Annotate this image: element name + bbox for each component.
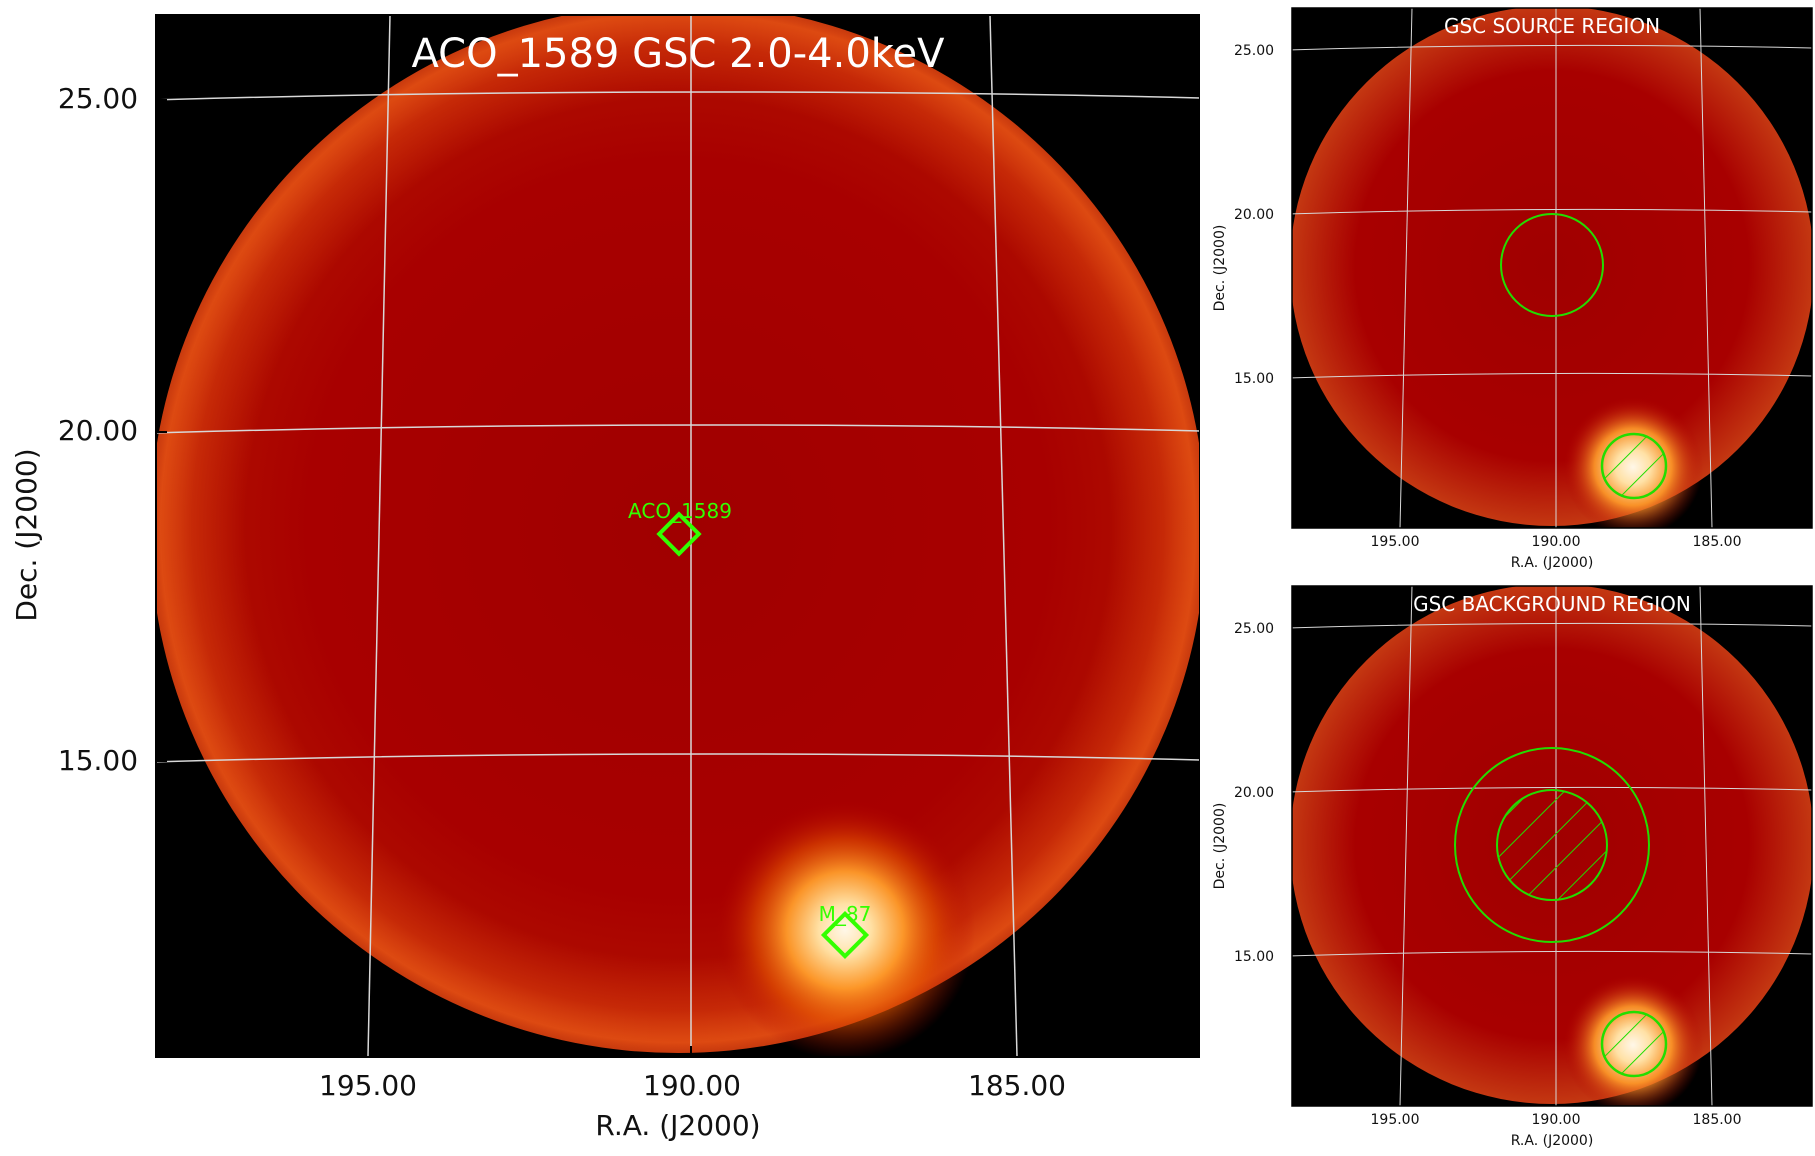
source-dec-gridline-25 [1292,44,1812,51]
background-ra-tick-195: 195.00 [1371,1112,1420,1128]
source-dec-gridline-15 [1292,372,1812,379]
main-dec-gridline-15 [156,753,1200,763]
source-extraction-region [1500,213,1604,317]
aco-1589-marker [656,511,702,557]
main-dec-gridline-20 [156,424,1200,434]
main-dec-gridline-25 [156,91,1200,101]
source-dec-tick-20: 20.00 [1234,207,1274,223]
background-dec-gridline-15 [1292,950,1812,957]
main-title: ACO_1589 GSC 2.0-4.0keV [412,31,946,77]
main-disk-limb [156,15,1200,1053]
source-ra-gridline-195 [1399,8,1413,528]
source-dec-gridline-20 [1292,208,1812,215]
main-sky-panel: ACO_1589 M_87 ACO_1589 GSC 2.0-4.0keV 25… [10,14,1201,1142]
source-ra-gridline-185 [1699,8,1713,528]
main-ra-tick-190: 190.00 [643,1069,741,1102]
main-tick-marks [156,99,999,1057]
source-x-axis-label: R.A. (J2000) [1511,555,1594,571]
background-ra-gridline-185 [1699,586,1713,1106]
source-excluded-m87-region [1600,432,1668,500]
background-dec-gridline-25 [1292,622,1812,629]
main-dec-tick-15: 15.00 [58,744,138,777]
background-panel-title: GSC BACKGROUND REGION [1413,592,1691,616]
main-sky-svg: ACO_1589 M_87 ACO_1589 GSC 2.0-4.0keV 25… [10,14,1201,1142]
source-y-axis-label: Dec. (J2000) [1212,225,1228,312]
background-dec-tick-25: 25.00 [1234,621,1274,637]
source-detector-disk [1292,8,1812,526]
background-dec-tick-15: 15.00 [1234,949,1274,965]
background-region-panel: GSC BACKGROUND REGION 25.00 20.00 15.00 … [1200,578,1815,1156]
source-axes-frame [1291,7,1813,529]
background-ra-gridline-195 [1399,586,1413,1106]
aco-1589-label: ACO_1589 [628,499,732,523]
source-ra-tick-185: 185.00 [1693,534,1742,550]
background-ra-tick-185: 185.00 [1693,1112,1742,1128]
background-annulus-outer [1454,747,1650,943]
m87-label: M_87 [819,902,872,926]
source-dec-tick-15: 15.00 [1234,371,1274,387]
m87-marker [820,910,870,960]
background-dec-tick-20: 20.00 [1234,785,1274,801]
background-axes-frame [1291,585,1813,1107]
main-x-axis-label: R.A. (J2000) [595,1109,760,1142]
main-ra-tick-185: 185.00 [968,1069,1066,1102]
main-dec-tick-25: 25.00 [58,82,138,115]
main-ra-gridline-195 [367,15,391,1057]
background-dec-gridline-20 [1292,786,1812,793]
main-ra-gridline-185 [989,15,1018,1057]
background-annulus-inner-excluded [1496,789,1608,901]
m87-xray-glow [715,800,975,1057]
background-region-svg: GSC BACKGROUND REGION 25.00 20.00 15.00 … [1212,585,1813,1149]
background-y-axis-label: Dec. (J2000) [1212,803,1228,890]
main-dec-tick-20: 20.00 [58,414,138,447]
source-ra-tick-190: 190.00 [1532,534,1581,550]
source-dec-tick-25: 25.00 [1234,43,1274,59]
background-ra-tick-190: 190.00 [1532,1112,1581,1128]
source-region-svg: GSC SOURCE REGION 25.00 20.00 15.00 195.… [1212,7,1813,571]
main-y-axis-label: Dec. (J2000) [10,448,43,621]
source-panel-title: GSC SOURCE REGION [1444,14,1660,38]
main-ra-tick-195: 195.00 [319,1069,417,1102]
source-region-panel: GSC SOURCE REGION 25.00 20.00 15.00 195.… [1200,0,1815,578]
background-excluded-m87-region [1600,1010,1668,1078]
source-ra-tick-195: 195.00 [1371,534,1420,550]
background-x-axis-label: R.A. (J2000) [1511,1133,1594,1149]
